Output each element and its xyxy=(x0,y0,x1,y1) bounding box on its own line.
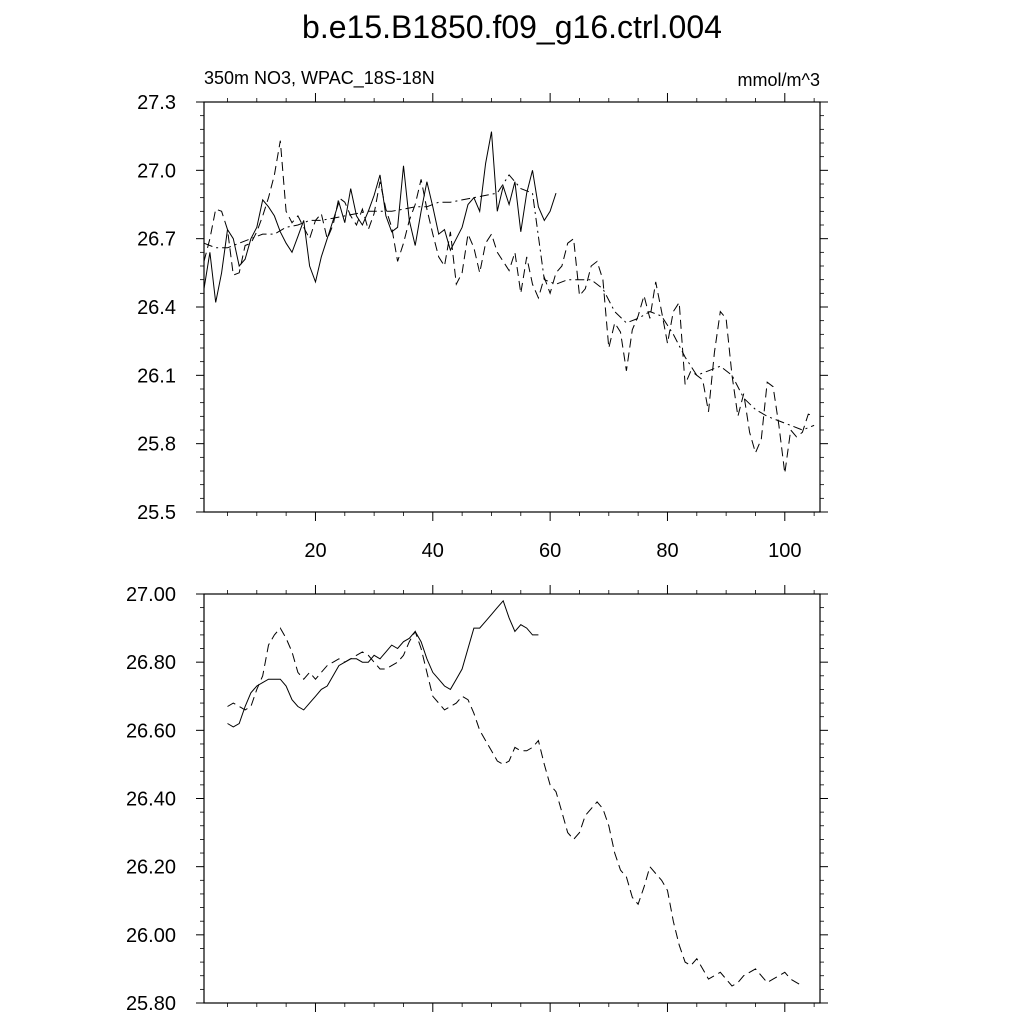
y-tick-label: 26.20 xyxy=(126,857,176,879)
right-label: mmol/m^3 xyxy=(738,70,820,90)
plot-frame xyxy=(203,593,821,1004)
x-tick-label: 20 xyxy=(304,540,326,562)
y-tick-label: 26.00 xyxy=(126,925,176,947)
x-tick-label: 80 xyxy=(656,540,678,562)
x-tick-label: 60 xyxy=(539,540,561,562)
y-tick-label: 26.7 xyxy=(137,229,176,251)
bottom-panel: 25.80 26.00 26.20 26.40 26.60 26.80 27.00 xyxy=(126,584,828,1015)
x-tick-label: 40 xyxy=(422,540,444,562)
y-tick-label: 27.0 xyxy=(137,160,176,182)
y-tick-label: 25.8 xyxy=(137,434,176,456)
y-tick-label: 26.80 xyxy=(126,652,176,674)
y-tick-label: 26.40 xyxy=(126,789,176,811)
x-tick-label: 100 xyxy=(768,540,801,562)
y-tick-label: 25.80 xyxy=(126,993,176,1015)
plot-frame xyxy=(203,101,821,513)
y-tick-label: 26.4 xyxy=(137,297,176,319)
series-line-solid xyxy=(203,131,557,303)
y-tick-label: 26.60 xyxy=(126,720,176,742)
y-tick-label: 26.1 xyxy=(137,365,176,387)
left-label: 350m NO3, WPAC_18S-18N xyxy=(204,68,435,89)
figure-title: b.e15.B1850.f09_g16.ctrl.004 xyxy=(302,9,722,45)
series-line-dashed xyxy=(227,627,803,987)
y-tick-label: 25.5 xyxy=(137,502,176,524)
top-panel: 25.5 25.8 26.1 26.4 26.7 27.0 27.3 20 40 60 80 100 xyxy=(137,92,828,562)
series-line-solid xyxy=(227,599,539,728)
y-tick-label: 27.3 xyxy=(137,92,176,114)
y-tick-label: 27.00 xyxy=(126,584,176,606)
series-line-dashed xyxy=(203,140,815,474)
series-line-dashdot xyxy=(203,174,815,431)
